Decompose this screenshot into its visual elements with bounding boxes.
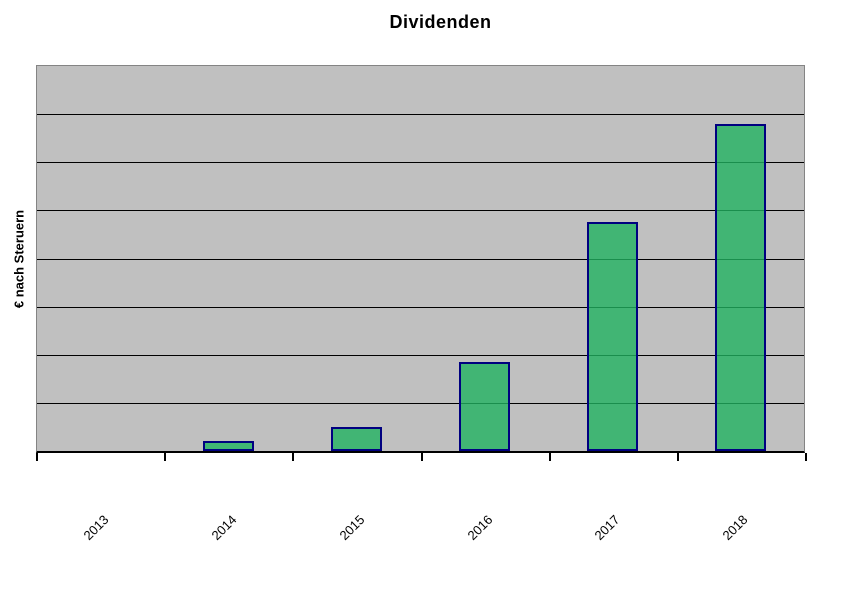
x-tick-label-2016: 2016 xyxy=(463,512,496,544)
x-axis-tick xyxy=(805,453,807,461)
x-tick-label-2017: 2017 xyxy=(591,512,623,544)
bar-2018 xyxy=(714,124,766,451)
gridline xyxy=(37,306,804,308)
x-axis-tick xyxy=(36,453,38,461)
bar-2014 xyxy=(203,441,255,451)
gridline xyxy=(37,210,804,212)
x-tick-label-2013: 2013 xyxy=(80,512,112,544)
plot-area xyxy=(36,65,805,453)
x-axis-tick xyxy=(420,453,423,461)
gridline xyxy=(37,402,804,404)
gridline xyxy=(37,354,804,356)
chart-title: Dividenden xyxy=(389,12,492,32)
x-tick-label-2018: 2018 xyxy=(719,512,751,544)
bar-2017 xyxy=(586,222,638,451)
gridline xyxy=(37,114,804,116)
x-tick-label-2015: 2015 xyxy=(336,512,368,544)
gridline xyxy=(37,258,804,260)
x-tick-label-2014: 2014 xyxy=(208,512,240,544)
x-axis-tick xyxy=(548,453,551,461)
gridline xyxy=(37,162,804,164)
bar-2016 xyxy=(458,362,510,451)
x-axis-tick xyxy=(164,453,167,461)
bar-2015 xyxy=(331,427,383,451)
y-axis-title: € nach Steruern xyxy=(11,209,27,309)
x-axis-tick xyxy=(292,453,295,461)
x-axis-tick xyxy=(676,453,679,461)
